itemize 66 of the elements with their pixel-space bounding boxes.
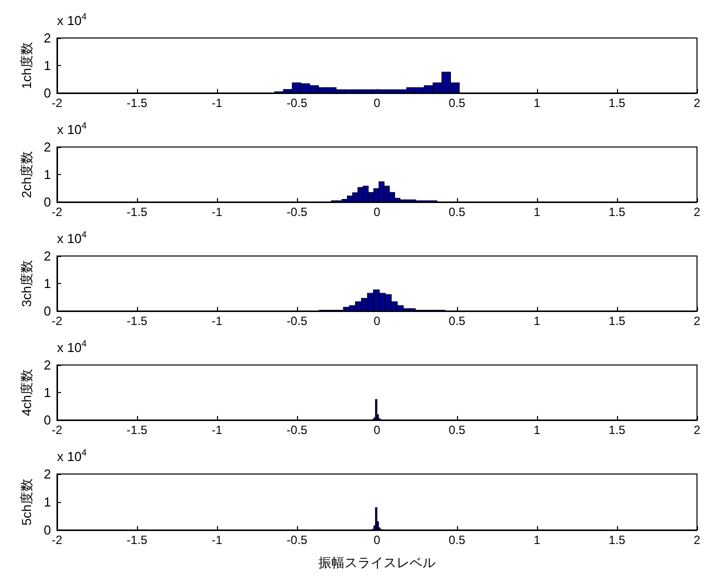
x-tick-label: -1 <box>212 423 223 437</box>
y-tick-label: 1 <box>44 167 51 182</box>
x-tick-label: 1 <box>534 205 541 219</box>
x-tick-label: -1.5 <box>126 96 148 110</box>
x-tick-label: 1.5 <box>608 96 626 110</box>
x-tick-label: -1.5 <box>126 533 148 547</box>
x-tick-label: 0 <box>374 423 381 437</box>
y-tick-label: 2 <box>44 466 51 482</box>
y-tick-label: 0 <box>44 194 51 210</box>
x-tick-label: 0.5 <box>448 205 466 219</box>
x-tick-label: 0 <box>374 96 381 110</box>
x-tick-label: 1.5 <box>608 533 626 547</box>
x-tick-label: -0.5 <box>286 533 308 547</box>
x-tick-label: 0 <box>374 533 381 547</box>
x-tick-label: 0.5 <box>448 533 466 547</box>
y-tick-label: 0 <box>44 412 51 428</box>
y-tick-label: 2 <box>44 140 51 154</box>
x-tick-label: 2 <box>694 314 701 328</box>
x-tick-label: 0.5 <box>448 314 466 328</box>
y-tick-label: 0 <box>44 86 51 100</box>
y-tick-label: 1 <box>44 58 51 73</box>
x-tick-label: -2 <box>52 533 63 547</box>
y-axis-title: 3ch度数 <box>18 260 34 307</box>
x-tick-label: 2 <box>694 96 701 110</box>
x-tick-label: -2 <box>52 205 63 219</box>
y-tick-label: 2 <box>44 248 51 264</box>
y-axis-title: 4ch度数 <box>18 369 34 416</box>
y-tick-label: 2 <box>44 30 51 46</box>
x-tick-label: 0.5 <box>448 423 466 437</box>
y-tick-label: 0 <box>44 304 51 318</box>
x-tick-label: -0.5 <box>286 96 308 110</box>
x-tick-label: -1 <box>212 96 223 110</box>
x-tick-label: 2 <box>694 533 701 547</box>
x-tick-label: -0.5 <box>286 205 308 219</box>
x-tick-label: 1 <box>534 314 541 328</box>
y-tick-label: 0 <box>44 522 51 538</box>
x-tick-label: -2 <box>52 423 63 437</box>
x-tick-label: 1 <box>534 96 541 110</box>
x-tick-label: -2 <box>52 314 63 328</box>
y-tick-label: 1 <box>44 276 51 291</box>
y-axis-title: 1ch度数 <box>18 42 34 89</box>
x-tick-label: 0.5 <box>448 96 466 110</box>
y-axis-title: 2ch度数 <box>18 151 34 198</box>
y-tick-label: 1 <box>44 494 51 510</box>
x-tick-label: -1.5 <box>126 314 148 328</box>
x-tick-label: 0 <box>374 205 381 219</box>
x-tick-label: -0.5 <box>286 423 308 437</box>
y-tick-label: 1 <box>44 385 51 400</box>
y-axis-title: 5ch度数 <box>18 478 34 526</box>
x-tick-label: -1.5 <box>126 423 148 437</box>
y-tick-label: 2 <box>44 358 51 372</box>
x-tick-label: 0 <box>374 314 381 328</box>
x-tick-label: 1.5 <box>608 423 626 437</box>
x-axis-title: 振幅スライスレベル <box>318 555 436 570</box>
x-tick-label: 1 <box>534 533 541 547</box>
x-tick-label: -1 <box>212 533 223 547</box>
x-tick-label: 2 <box>694 423 701 437</box>
x-tick-label: -1 <box>212 314 223 328</box>
x-tick-label: -1.5 <box>126 205 148 219</box>
x-tick-label: -2 <box>52 96 63 110</box>
x-tick-label: 1.5 <box>608 205 626 219</box>
x-tick-label: 1 <box>534 423 541 437</box>
x-tick-label: 1.5 <box>608 314 626 328</box>
x-tick-label: -1 <box>212 205 223 219</box>
x-tick-label: -0.5 <box>286 314 308 328</box>
x-tick-label: 2 <box>694 205 701 219</box>
